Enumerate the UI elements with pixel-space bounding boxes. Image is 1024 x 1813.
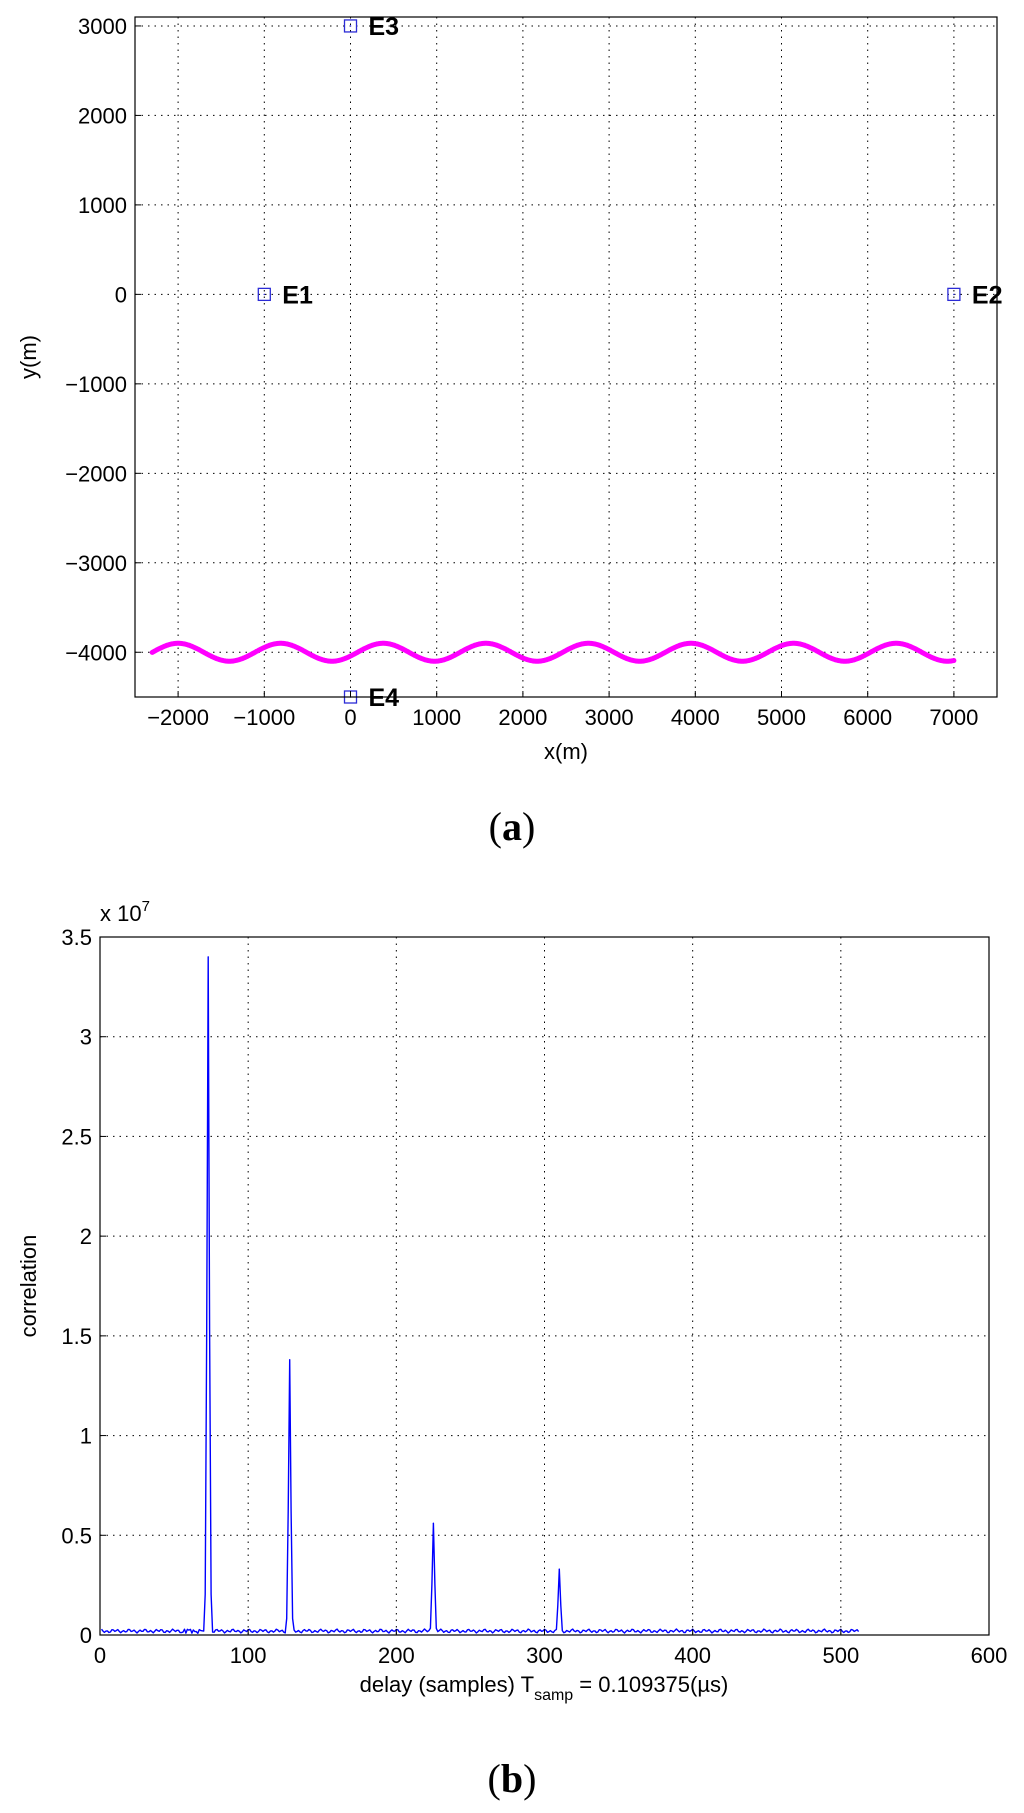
y-tick-label-b: 1.5 bbox=[61, 1324, 92, 1349]
marker-label-e2: E2 bbox=[972, 281, 1003, 309]
x-tick-label-a: 6000 bbox=[843, 705, 892, 730]
x-tick-label-a: 1000 bbox=[412, 705, 461, 730]
trajectory-line bbox=[149, 640, 957, 664]
y-tick-label-b: 2.5 bbox=[61, 1124, 92, 1149]
marker-label-e4: E4 bbox=[369, 684, 400, 712]
y-tick-label-b: 3.5 bbox=[61, 925, 92, 950]
x-tick-label-a: 5000 bbox=[757, 705, 806, 730]
x-tick-label-b: 500 bbox=[822, 1643, 859, 1668]
y-tick-label-b: 0 bbox=[80, 1623, 92, 1648]
panel-b-caption: (b) bbox=[488, 1756, 537, 1801]
y-tick-label-b: 3 bbox=[80, 1025, 92, 1050]
x-tick-label-b: 300 bbox=[526, 1643, 563, 1668]
marker-e1 bbox=[257, 287, 271, 302]
y-tick-label-b: 0.5 bbox=[61, 1523, 92, 1548]
x-tick-label-a: −1000 bbox=[233, 705, 295, 730]
y-tick-label-b: 1 bbox=[80, 1424, 92, 1449]
correlation-peak-1 bbox=[207, 956, 209, 958]
y-tick-label-a: −1000 bbox=[65, 372, 127, 397]
y-tick-label-a: 1000 bbox=[78, 193, 127, 218]
y-tick-label-a: −4000 bbox=[65, 640, 127, 665]
x-tick-label-a: 4000 bbox=[671, 705, 720, 730]
panel-b-correlation-plot: 0 100 200 300 400 500 600 0 0.5 1 1.5 2 2.5 3 3.5 x 10… bbox=[16, 898, 1007, 1801]
x-tick-label-b: 0 bbox=[94, 1643, 106, 1668]
plot-area-b bbox=[100, 937, 989, 1635]
correlation-peak-3 bbox=[432, 1522, 434, 1524]
y-tick-label-a: −3000 bbox=[65, 551, 127, 576]
x-axis-label-b: delay (samples) Tsamp = 0.109375(µs) bbox=[360, 1672, 729, 1704]
y-tick-label-b: 2 bbox=[80, 1224, 92, 1249]
marker-label-e3: E3 bbox=[369, 13, 400, 41]
exponent-label-b: x 107 bbox=[100, 898, 150, 926]
marker-e3 bbox=[343, 19, 358, 33]
x-axis-label-a: x(m) bbox=[544, 739, 588, 764]
y-tick-label-a: −2000 bbox=[65, 461, 127, 486]
y-tick-label-a: 3000 bbox=[78, 14, 127, 39]
x-tick-label-b: 200 bbox=[378, 1643, 415, 1668]
x-tick-label-a: 2000 bbox=[498, 705, 547, 730]
y-axis-label-b: correlation bbox=[16, 1235, 41, 1338]
correlation-peak-2 bbox=[289, 1359, 291, 1361]
marker-dot-e3 bbox=[349, 25, 352, 27]
marker-e2 bbox=[947, 287, 961, 302]
x-tick-label-b: 400 bbox=[674, 1643, 711, 1668]
marker-dot-e2 bbox=[953, 293, 955, 296]
correlation-line bbox=[100, 956, 860, 1634]
y-tick-label-a: 2000 bbox=[78, 103, 127, 128]
panel-a-caption: (a) bbox=[489, 804, 536, 849]
correlation-peak-4 bbox=[558, 1568, 560, 1570]
marker-label-e1: E1 bbox=[282, 281, 313, 309]
x-tick-label-a: −2000 bbox=[147, 705, 209, 730]
x-tick-label-b: 100 bbox=[230, 1643, 267, 1668]
x-tick-label-a: 0 bbox=[344, 705, 356, 730]
y-tick-label-a: 0 bbox=[115, 282, 127, 307]
x-tick-label-a: 3000 bbox=[585, 705, 634, 730]
y-axis-label-a: y(m) bbox=[16, 335, 41, 379]
x-tick-label-b: 600 bbox=[971, 1643, 1008, 1668]
panel-a-position-plot: E1 E2 E3 E4 −2000 −1000 0 1000 2000 3000 4000 5000… bbox=[16, 13, 1002, 849]
marker-dot-e1 bbox=[263, 293, 266, 296]
plot-frame-a bbox=[134, 16, 998, 698]
x-tick-label-a: 7000 bbox=[929, 705, 978, 730]
plot-area-a bbox=[135, 17, 997, 697]
